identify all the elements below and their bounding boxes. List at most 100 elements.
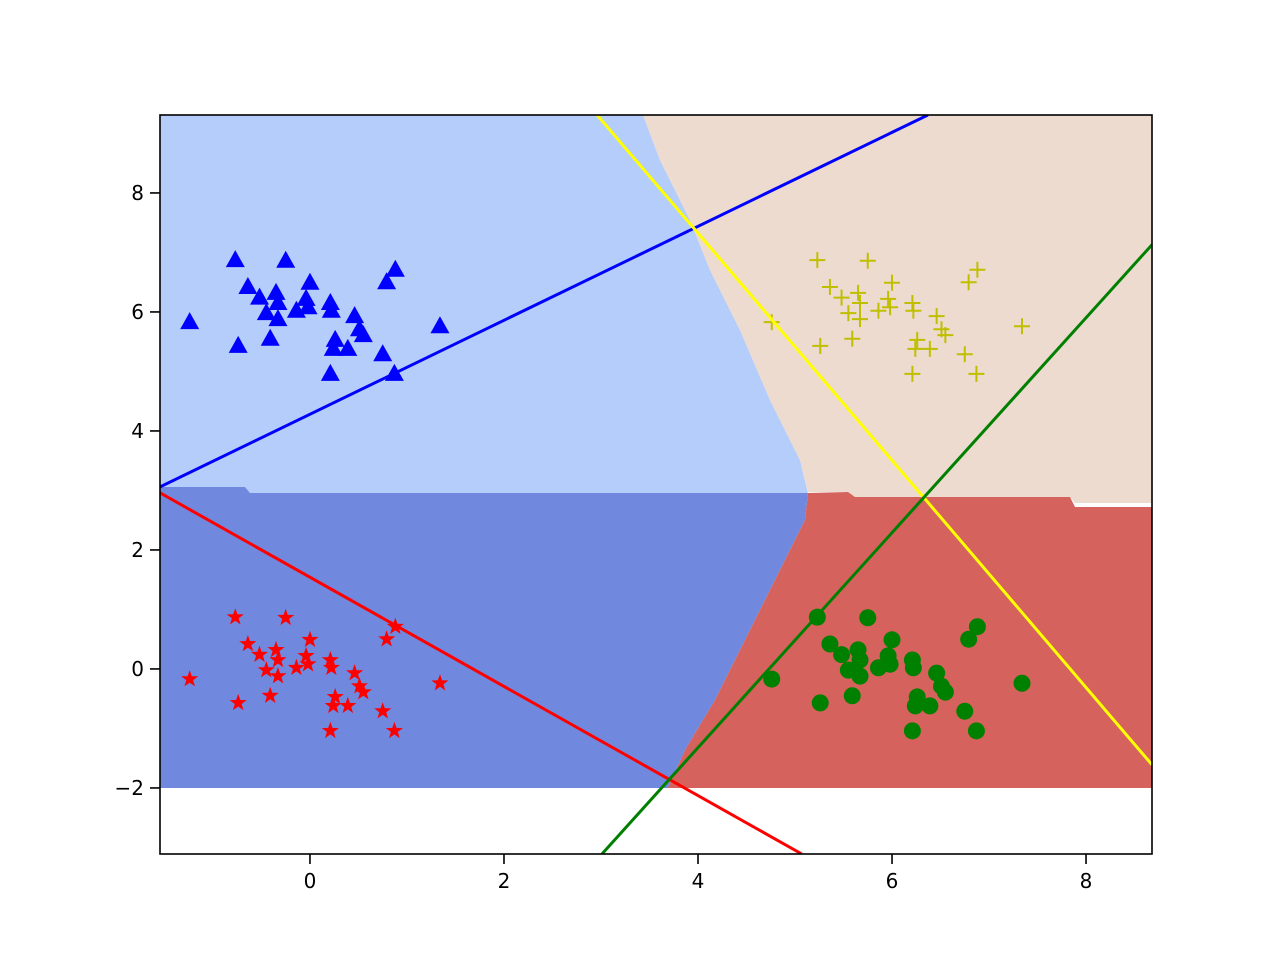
point [881,655,899,673]
region [643,115,1152,503]
point [936,683,954,701]
point [339,696,357,714]
point [296,288,316,306]
point [385,259,405,277]
point [378,630,396,647]
decision-line [160,115,929,489]
point [812,337,829,354]
point [181,670,199,687]
point [323,338,343,356]
point [883,631,901,649]
point [763,314,780,331]
point [321,651,339,668]
x-tick-label: 4 [692,869,705,893]
point [338,338,358,356]
point [325,329,345,347]
point [300,272,320,290]
point [882,299,899,316]
point [1014,318,1031,335]
point [967,722,985,740]
point [852,295,869,312]
point [301,630,319,648]
region [160,487,808,788]
point [238,276,258,294]
point [276,250,296,268]
point [821,278,838,295]
point [968,618,986,636]
point [320,363,340,381]
point [821,635,839,653]
x-tick-label: 8 [1080,869,1093,893]
point [256,303,276,321]
point [268,309,288,327]
point [909,331,926,348]
point [840,305,857,322]
point [321,721,339,739]
point [956,702,974,720]
point [266,282,286,300]
point [261,686,279,703]
point [298,297,318,315]
y-tick-label: 0 [131,657,144,681]
point [299,655,317,672]
point [908,688,926,706]
point [921,340,938,357]
point [354,683,372,700]
decision-line [160,491,803,854]
point [880,290,897,307]
point [430,316,450,334]
point [257,661,275,678]
decision-line [595,115,1152,766]
point [251,645,269,662]
point [850,284,867,301]
point [969,261,986,278]
x-tick-label: 0 [304,869,317,893]
point [229,693,247,711]
point [345,306,365,324]
x-tick-label: 2 [498,869,511,893]
region [668,492,1152,788]
point [250,287,270,305]
decision-line [600,243,1152,854]
point [239,635,257,652]
point [851,667,869,685]
point [928,308,945,325]
point [833,289,850,306]
point [350,677,368,694]
point [326,687,344,705]
point [833,646,851,664]
point [960,630,978,648]
plot-area [160,115,1152,854]
point [431,674,449,691]
decision-regions [160,115,1152,788]
point [1013,674,1031,692]
point [269,651,287,668]
point [226,608,244,625]
point [921,697,939,715]
region [160,115,808,493]
y-tick-label: 2 [131,538,144,562]
point [228,335,248,353]
point [937,327,954,344]
point [928,664,946,682]
point [353,325,373,343]
point [907,340,924,357]
point [851,651,869,669]
point [287,658,305,675]
point [809,252,826,269]
point [385,721,403,739]
point [852,311,869,328]
point [763,670,781,688]
point [811,694,829,712]
y-tick-label: −2 [115,776,144,800]
point [180,312,200,330]
point [905,302,922,319]
point [374,702,392,719]
point [260,328,280,346]
point [225,250,245,268]
point [956,346,973,363]
point [843,687,861,705]
point [321,300,341,318]
point [903,722,921,740]
